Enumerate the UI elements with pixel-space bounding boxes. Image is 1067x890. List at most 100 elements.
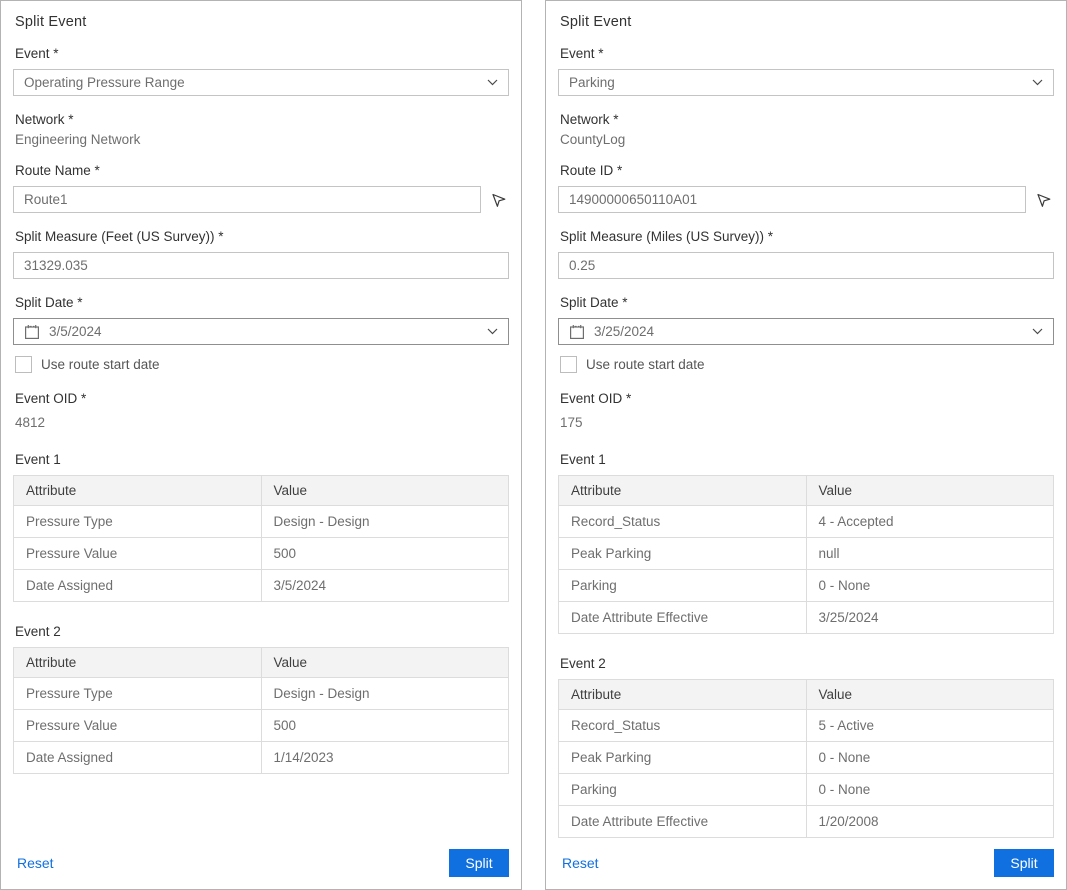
table-cell-value: Design - Design xyxy=(260,505,509,538)
route-input[interactable] xyxy=(13,186,481,213)
network-label: Network * xyxy=(15,112,74,127)
route-input-row xyxy=(13,186,509,213)
split-date-value: 3/25/2024 xyxy=(594,324,655,339)
table-cell-value: 3/5/2024 xyxy=(260,569,509,602)
panel-footer: Reset Split xyxy=(558,849,1054,877)
event-oid-value: 4812 xyxy=(15,415,46,430)
route-input-row xyxy=(558,186,1054,213)
event-oid-value: 175 xyxy=(560,415,583,430)
map-pointer-icon xyxy=(1036,192,1052,208)
table-cell-attribute: Peak Parking xyxy=(558,537,807,570)
split-measure-label: Split Measure (Feet (US Survey)) * xyxy=(15,229,224,244)
table-cell-attribute: Pressure Type xyxy=(13,505,262,538)
route-input[interactable] xyxy=(558,186,1026,213)
chevron-down-icon xyxy=(1032,79,1043,86)
table-row: Pressure Type Design - Design xyxy=(13,677,509,710)
event-2-table: Attribute Value Pressure Type Design - D… xyxy=(13,647,509,774)
event-oid-label: Event OID * xyxy=(15,391,87,406)
split-date-picker[interactable]: 3/5/2024 xyxy=(13,318,509,345)
event-label: Event * xyxy=(15,46,59,61)
event-select[interactable]: Operating Pressure Range xyxy=(13,69,509,96)
table-header-attribute: Attribute xyxy=(558,679,807,710)
event-select[interactable]: Parking xyxy=(558,69,1054,96)
use-route-start-date-row: Use route start date xyxy=(558,356,1054,373)
select-route-on-map-button[interactable] xyxy=(1026,192,1054,208)
table-cell-value: 1/14/2023 xyxy=(260,741,509,774)
table-header-row: Attribute Value xyxy=(558,679,1054,710)
chevron-down-icon xyxy=(487,328,498,335)
use-route-start-date-row: Use route start date xyxy=(13,356,509,373)
use-route-start-date-label: Use route start date xyxy=(41,357,160,372)
table-cell-attribute: Pressure Value xyxy=(13,537,262,570)
table-row: Date Assigned 3/5/2024 xyxy=(13,569,509,602)
select-route-on-map-button[interactable] xyxy=(481,192,509,208)
table-header-row: Attribute Value xyxy=(13,647,509,678)
table-cell-attribute: Date Attribute Effective xyxy=(558,601,807,634)
event-1-title: Event 1 xyxy=(15,452,61,467)
split-date-picker[interactable]: 3/25/2024 xyxy=(558,318,1054,345)
table-row: Pressure Value 500 xyxy=(13,537,509,570)
event-2-table: Attribute Value Record_Status 5 - Active… xyxy=(558,679,1054,838)
table-cell-attribute: Pressure Type xyxy=(13,677,262,710)
event-1-table: Attribute Value Pressure Type Design - D… xyxy=(13,475,509,602)
table-cell-attribute: Date Assigned xyxy=(13,741,262,774)
route-label: Route Name * xyxy=(15,163,100,178)
split-measure-input[interactable] xyxy=(13,252,509,279)
event-2-title: Event 2 xyxy=(15,624,61,639)
table-cell-value: 0 - None xyxy=(805,773,1054,806)
table-cell-value: 4 - Accepted xyxy=(805,505,1054,538)
calendar-icon xyxy=(569,324,585,340)
chevron-down-icon xyxy=(487,79,498,86)
table-row: Parking 0 - None xyxy=(558,773,1054,806)
route-label: Route ID * xyxy=(560,163,623,178)
table-header-value: Value xyxy=(805,475,1054,506)
event-label: Event * xyxy=(560,46,604,61)
table-row: Date Assigned 1/14/2023 xyxy=(13,741,509,774)
table-row: Pressure Type Design - Design xyxy=(13,505,509,538)
table-cell-value: 0 - None xyxy=(805,741,1054,774)
use-route-start-date-checkbox[interactable] xyxy=(15,356,32,373)
table-cell-attribute: Parking xyxy=(558,569,807,602)
table-row: Peak Parking null xyxy=(558,537,1054,570)
table-cell-value: Design - Design xyxy=(260,677,509,710)
table-cell-attribute: Record_Status xyxy=(558,505,807,538)
table-cell-attribute: Peak Parking xyxy=(558,741,807,774)
event-select-value: Parking xyxy=(569,75,615,90)
panel-footer: Reset Split xyxy=(13,849,509,877)
table-cell-value: 3/25/2024 xyxy=(805,601,1054,634)
table-cell-attribute: Date Attribute Effective xyxy=(558,805,807,838)
table-cell-attribute: Pressure Value xyxy=(13,709,262,742)
table-cell-value: 5 - Active xyxy=(805,709,1054,742)
split-event-panel-right: Split Event Event * Parking Network * Co… xyxy=(545,0,1067,890)
table-cell-value: 1/20/2008 xyxy=(805,805,1054,838)
event-2-title: Event 2 xyxy=(560,656,606,671)
panel-title: Split Event xyxy=(15,14,87,30)
table-header-attribute: Attribute xyxy=(558,475,807,506)
table-cell-value: null xyxy=(805,537,1054,570)
network-value: CountyLog xyxy=(560,132,626,147)
split-date-label: Split Date * xyxy=(15,295,83,310)
table-cell-attribute: Date Assigned xyxy=(13,569,262,602)
event-1-table: Attribute Value Record_Status 4 - Accept… xyxy=(558,475,1054,634)
table-header-row: Attribute Value xyxy=(558,475,1054,506)
table-row: Parking 0 - None xyxy=(558,569,1054,602)
event-select-value: Operating Pressure Range xyxy=(24,75,185,90)
split-button[interactable]: Split xyxy=(449,849,509,877)
table-header-attribute: Attribute xyxy=(13,475,262,506)
reset-link[interactable]: Reset xyxy=(562,855,599,871)
split-measure-input[interactable] xyxy=(558,252,1054,279)
network-value: Engineering Network xyxy=(15,132,141,147)
reset-link[interactable]: Reset xyxy=(17,855,54,871)
use-route-start-date-checkbox[interactable] xyxy=(560,356,577,373)
table-row: Pressure Value 500 xyxy=(13,709,509,742)
table-header-row: Attribute Value xyxy=(13,475,509,506)
table-cell-value: 0 - None xyxy=(805,569,1054,602)
calendar-icon xyxy=(24,324,40,340)
event-1-title: Event 1 xyxy=(560,452,606,467)
table-cell-value: 500 xyxy=(260,709,509,742)
table-row: Record_Status 5 - Active xyxy=(558,709,1054,742)
table-header-value: Value xyxy=(260,475,509,506)
split-measure-label: Split Measure (Miles (US Survey)) * xyxy=(560,229,774,244)
split-button[interactable]: Split xyxy=(994,849,1054,877)
